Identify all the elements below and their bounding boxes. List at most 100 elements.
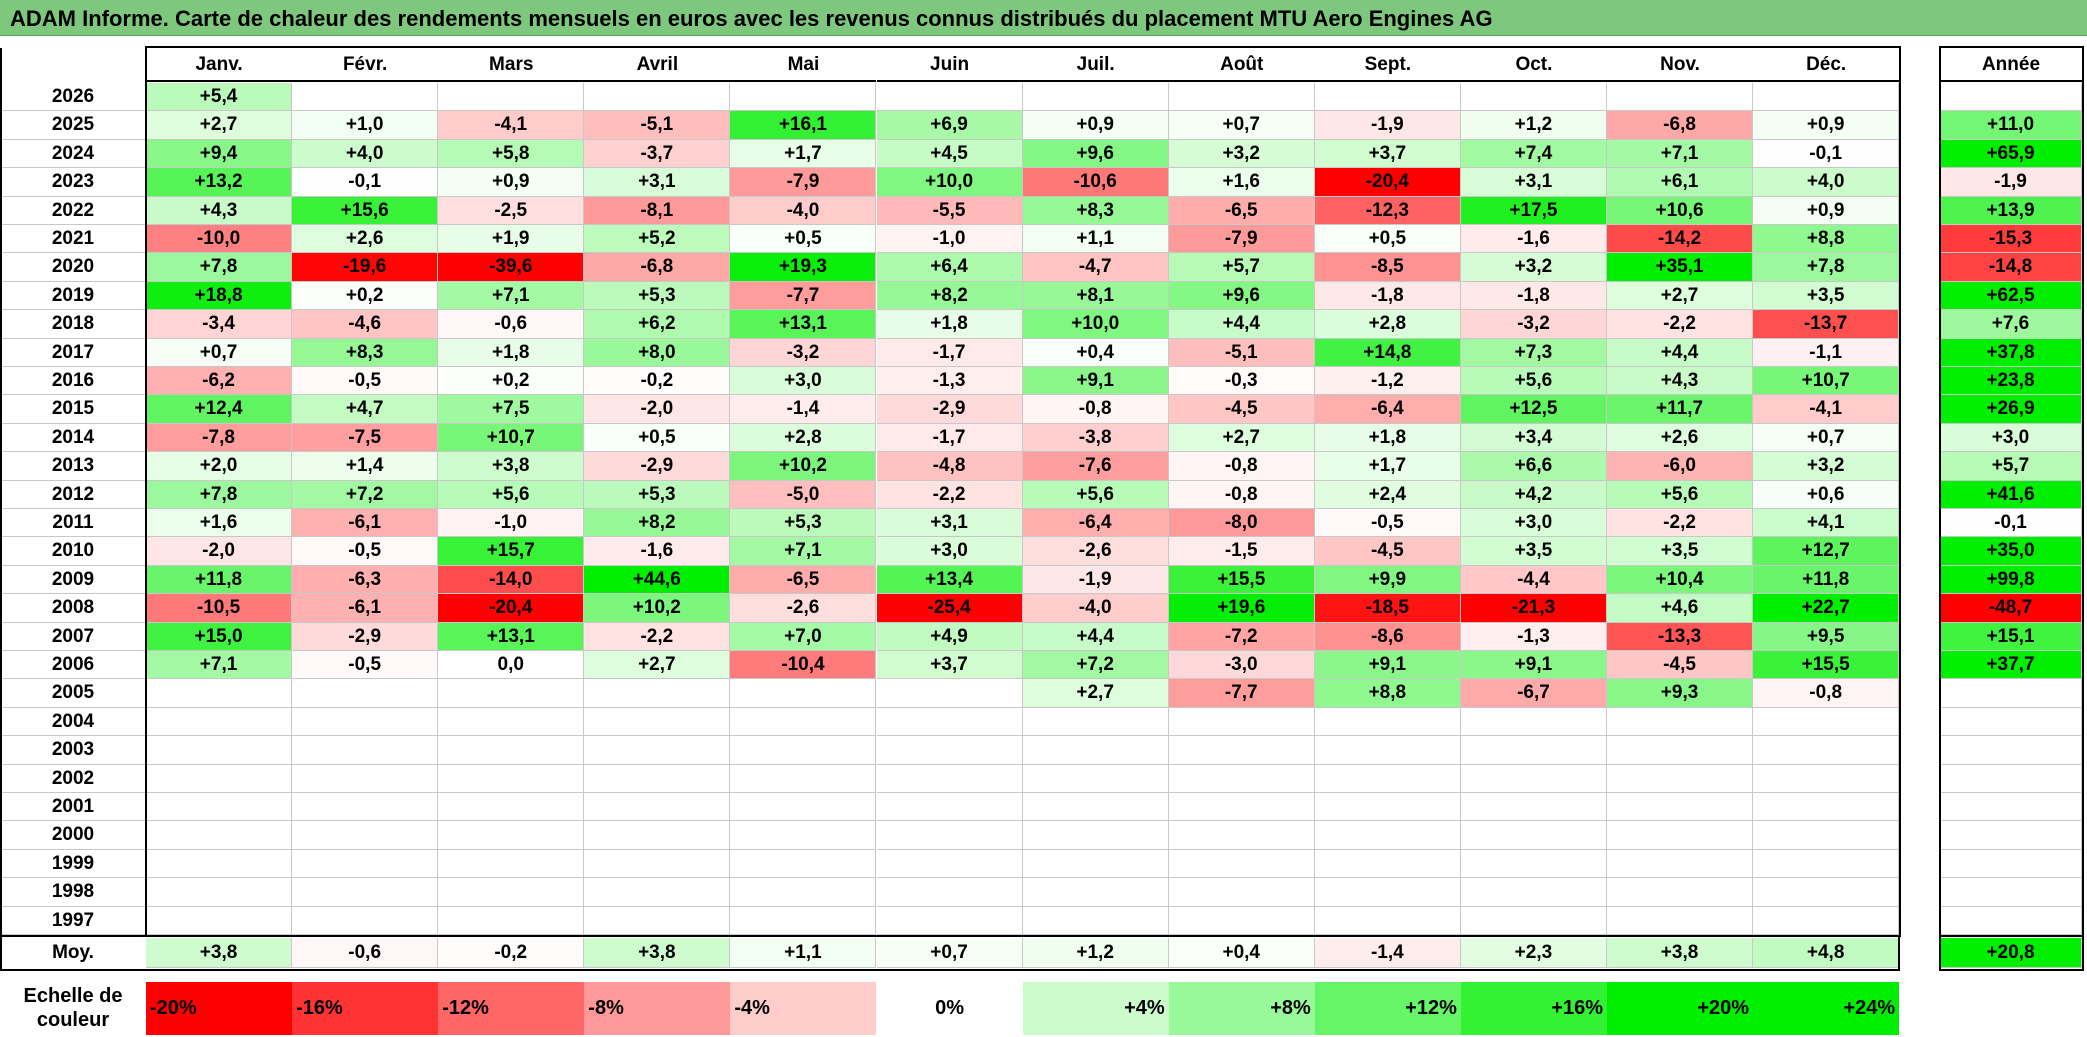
heatmap-cell bbox=[1753, 764, 1900, 793]
heatmap-cell: -12,3 bbox=[1314, 196, 1461, 225]
year-label: 2019 bbox=[0, 281, 146, 311]
average-cell: +3,8 bbox=[146, 938, 293, 968]
heatmap-cell: +3,2 bbox=[1168, 139, 1315, 169]
heatmap-cell: -0,5 bbox=[292, 537, 439, 566]
heatmap-cell: -6,5 bbox=[1168, 196, 1315, 225]
year-label: 2009 bbox=[0, 565, 146, 595]
heatmap-cell bbox=[876, 679, 1023, 708]
month-header: Mai bbox=[730, 48, 877, 82]
heatmap-cell: -1,8 bbox=[1460, 281, 1607, 311]
heatmap-cell: -3,7 bbox=[584, 139, 731, 169]
heatmap-cell: -7,7 bbox=[730, 281, 877, 311]
heatmap-cell: -3,0 bbox=[1168, 651, 1315, 680]
heatmap-cell: +0,7 bbox=[146, 338, 293, 367]
heatmap-cell bbox=[584, 849, 731, 879]
annual-cell: -1,9 bbox=[1940, 168, 2082, 197]
heatmap-cell: -6,4 bbox=[1022, 509, 1169, 538]
heatmap-cell: -6,4 bbox=[1314, 395, 1461, 424]
heatmap-cell: +8,2 bbox=[584, 509, 731, 538]
heatmap-cell bbox=[1753, 906, 1900, 935]
heatmap-cell bbox=[1168, 83, 1315, 112]
heatmap-cell: +1,6 bbox=[146, 509, 293, 538]
heatmap-cell: -5,1 bbox=[1168, 338, 1315, 367]
heatmap-cell: -2,2 bbox=[876, 480, 1023, 509]
heatmap-cell: +17,5 bbox=[1460, 196, 1607, 225]
heatmap-cell: +7,1 bbox=[730, 537, 877, 566]
heatmap-cell: +3,5 bbox=[1753, 281, 1900, 311]
heatmap-cell: +9,9 bbox=[1314, 565, 1461, 595]
heatmap-cell bbox=[1460, 821, 1607, 850]
heatmap-cell: -10,5 bbox=[146, 594, 293, 623]
heatmap-cell: +4,3 bbox=[1607, 367, 1754, 396]
heatmap-cell: -7,6 bbox=[1022, 452, 1169, 481]
heatmap-cell: +3,7 bbox=[1314, 139, 1461, 169]
annual-cell bbox=[1940, 707, 2082, 737]
heatmap-cell: +15,6 bbox=[292, 196, 439, 225]
heatmap-cell bbox=[730, 736, 877, 765]
heatmap-cell: -21,3 bbox=[1460, 594, 1607, 623]
heatmap-cell bbox=[730, 679, 877, 708]
heatmap-cell: +6,9 bbox=[876, 111, 1023, 140]
scale-swatch: +24% bbox=[1753, 982, 1900, 1035]
heatmap-cell: -3,2 bbox=[730, 338, 877, 367]
heatmap-cell: -0,2 bbox=[584, 367, 731, 396]
month-header: Août bbox=[1168, 48, 1315, 82]
heatmap-cell: +1,8 bbox=[876, 310, 1023, 339]
heatmap-cell: +7,0 bbox=[730, 622, 877, 651]
year-label: 2020 bbox=[0, 253, 146, 282]
heatmap-cell bbox=[1314, 764, 1461, 793]
heatmap-cell: +15,7 bbox=[438, 537, 585, 566]
annual-cell: -48,7 bbox=[1940, 594, 2082, 623]
heatmap-cell: -5,1 bbox=[584, 111, 731, 140]
heatmap-cell bbox=[584, 793, 731, 822]
heatmap-cell: +3,7 bbox=[876, 651, 1023, 680]
average-cell: +0,7 bbox=[876, 938, 1023, 968]
month-header: Janv. bbox=[146, 48, 293, 82]
heatmap-cell bbox=[1168, 906, 1315, 935]
heatmap-cell: +2,4 bbox=[1314, 480, 1461, 509]
heatmap-cell: +2,7 bbox=[584, 651, 731, 680]
heatmap-cell: +0,5 bbox=[730, 225, 877, 254]
heatmap-cell: -1,9 bbox=[1314, 111, 1461, 140]
heatmap-cell: +8,3 bbox=[292, 338, 439, 367]
heatmap-cell bbox=[584, 878, 731, 907]
heatmap-cell: -6,8 bbox=[1607, 111, 1754, 140]
scale-swatch: +16% bbox=[1460, 982, 1607, 1035]
heatmap-cell: -5,0 bbox=[730, 480, 877, 509]
heatmap-cell: +15,5 bbox=[1753, 651, 1900, 680]
year-label: 2016 bbox=[0, 367, 146, 396]
heatmap-cell bbox=[1753, 821, 1900, 850]
heatmap-cell: -3,2 bbox=[1460, 310, 1607, 339]
heatmap-cell: -3,8 bbox=[1022, 423, 1169, 453]
heatmap-cell bbox=[1460, 793, 1607, 822]
heatmap-cell bbox=[1460, 736, 1607, 765]
heatmap-cell bbox=[1607, 736, 1754, 765]
annual-cell: -0,1 bbox=[1940, 509, 2082, 538]
heatmap-cell bbox=[1022, 821, 1169, 850]
heatmap-cell: -2,6 bbox=[730, 594, 877, 623]
heatmap-cell: -7,9 bbox=[730, 168, 877, 197]
heatmap-cell: -10,4 bbox=[730, 651, 877, 680]
year-label: 2004 bbox=[0, 707, 146, 737]
heatmap-cell: +14,8 bbox=[1314, 338, 1461, 367]
heatmap-cell bbox=[1607, 764, 1754, 793]
average-cell: +0,4 bbox=[1168, 938, 1315, 968]
heatmap-cell bbox=[1314, 906, 1461, 935]
heatmap-cell: +0,2 bbox=[438, 367, 585, 396]
heatmap-cell: +3,1 bbox=[876, 509, 1023, 538]
heatmap-cell bbox=[292, 849, 439, 879]
heatmap-cell bbox=[1022, 83, 1169, 112]
heatmap-cell: +4,1 bbox=[1753, 509, 1900, 538]
heatmap-cell bbox=[730, 849, 877, 879]
annual-cell: +15,1 bbox=[1940, 622, 2082, 651]
heatmap-cell bbox=[292, 707, 439, 737]
heatmap-cell: +13,4 bbox=[876, 565, 1023, 595]
heatmap-cell bbox=[1753, 83, 1900, 112]
heatmap-cell bbox=[1022, 793, 1169, 822]
year-label: 2017 bbox=[0, 338, 146, 367]
heatmap-cell: +2,7 bbox=[146, 111, 293, 140]
heatmap-cell bbox=[876, 736, 1023, 765]
heatmap-cell: +8,0 bbox=[584, 338, 731, 367]
year-label: 1998 bbox=[0, 878, 146, 907]
heatmap-cell: -10,0 bbox=[146, 225, 293, 254]
